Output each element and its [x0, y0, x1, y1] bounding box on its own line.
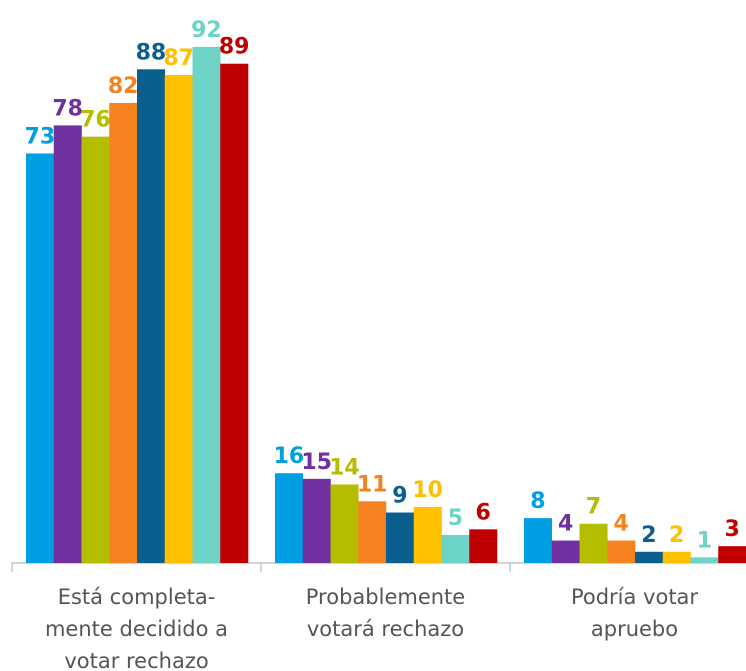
data-label: 15: [301, 450, 332, 475]
data-label: 89: [219, 35, 250, 60]
data-label: 4: [558, 512, 573, 537]
bar: [662, 551, 691, 563]
bar: [53, 125, 82, 564]
bar: [164, 74, 193, 564]
bar: [81, 136, 110, 563]
x-tick-label: Está completa-mente decidido a votar rech…: [45, 585, 228, 671]
data-label: 3: [724, 517, 739, 542]
data-label: 11: [357, 472, 388, 497]
bar: [718, 546, 746, 563]
bar: [635, 551, 664, 563]
bar: [551, 540, 580, 563]
x-tick-label-line: Podría votar: [571, 585, 698, 609]
bar: [524, 518, 553, 563]
x-tick-label-line: mente decidido a: [45, 617, 228, 641]
bar: [607, 540, 636, 563]
data-label: 14: [329, 455, 360, 480]
data-label: 88: [136, 40, 167, 65]
data-label: 87: [163, 46, 194, 71]
bar: [275, 473, 304, 563]
data-label: 4: [613, 512, 628, 537]
x-tick-label-line: Está completa-: [58, 585, 216, 609]
bar: [220, 63, 249, 564]
x-tick-label: Podría votar apruebo: [571, 585, 698, 641]
x-tick-label-line: votar rechazo: [64, 649, 208, 671]
data-label: 9: [392, 484, 407, 509]
x-tick-label-line: Probablemente: [306, 585, 465, 609]
bar: [413, 506, 442, 563]
bar: [469, 529, 498, 563]
data-label: 8: [530, 489, 545, 514]
x-tick-label-line: apruebo: [591, 617, 678, 641]
data-label: 10: [412, 478, 443, 503]
data-label: 78: [52, 96, 83, 121]
data-label: 6: [475, 500, 490, 525]
bar: [579, 523, 608, 563]
bar: [302, 478, 331, 563]
data-label: 73: [25, 124, 56, 149]
bar: [192, 46, 221, 563]
x-tick-label-line: votará rechazo: [307, 617, 464, 641]
bar: [137, 69, 166, 563]
bar: [386, 512, 415, 563]
data-label: 16: [274, 444, 305, 469]
data-label: 1: [697, 528, 712, 553]
bar: [109, 102, 138, 563]
bar: [330, 484, 359, 563]
bar: [441, 534, 470, 563]
data-label: 76: [80, 108, 111, 133]
data-label: 7: [586, 495, 601, 520]
bar: [26, 153, 55, 563]
data-label: 2: [641, 523, 656, 548]
data-label: 5: [448, 506, 463, 531]
data-label: 2: [669, 523, 684, 548]
bar: [690, 557, 719, 563]
bar: [358, 501, 387, 563]
x-tick-label: Probablemente votará rechazo: [306, 585, 465, 641]
data-label: 82: [108, 74, 139, 99]
data-label: 92: [191, 18, 222, 43]
